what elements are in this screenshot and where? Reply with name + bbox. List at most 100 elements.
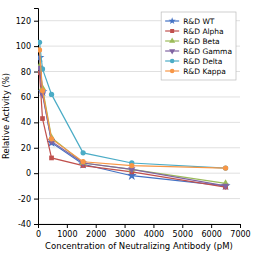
tick-label: 40 [21, 118, 31, 127]
series-line [40, 42, 226, 168]
tick-label: 0 [26, 169, 31, 178]
grid-line [38, 147, 240, 148]
tick: -20 [18, 195, 38, 204]
tick: 60 [21, 93, 38, 102]
point [49, 92, 54, 97]
tick-mark [34, 224, 38, 225]
tick: 7000 [230, 224, 250, 239]
x-axis: 0 1000 2000 3000 4000 5000 6000 7000 [36, 224, 251, 239]
chart: 0 1000 2000 3000 4000 5000 6000 7000 -40 -20 0 20 40… [0, 0, 254, 254]
legend-symbol [170, 59, 175, 64]
tick-mark [96, 224, 97, 228]
legend-item: R&D Kappa [165, 67, 226, 76]
grid [38, 21, 240, 224]
point [129, 163, 134, 168]
legend-label: R&D Gamma [183, 47, 232, 56]
tick-label: 1000 [57, 230, 77, 239]
marks [38, 40, 230, 190]
tick: 100 [16, 42, 38, 51]
point [223, 165, 228, 170]
tick: 6000 [201, 224, 221, 239]
legend-item: R&D WT [165, 17, 215, 26]
tick: 0 [26, 169, 38, 178]
tick-mark [125, 224, 126, 228]
tick-label: 3000 [115, 230, 135, 239]
tick-label: 6000 [201, 230, 221, 239]
legend-item: R&D Beta [165, 37, 220, 46]
legend-symbol [169, 49, 175, 54]
series-line [40, 50, 226, 168]
series-line [40, 68, 226, 186]
tick-label: 2000 [86, 230, 106, 239]
tick-mark [34, 72, 38, 73]
tick-label: 7000 [230, 230, 250, 239]
tick: 20 [21, 144, 38, 153]
tick: 80 [21, 68, 38, 77]
point [80, 159, 85, 164]
tick-label: -40 [18, 220, 31, 229]
legend-item: R&D Gamma [165, 47, 232, 56]
tick-mark [34, 173, 38, 174]
tick-mark [240, 224, 241, 228]
point [128, 167, 135, 173]
legend-symbol [170, 29, 174, 33]
axis-line [34, 9, 39, 225]
axis-line [39, 225, 241, 229]
tick-mark [153, 224, 154, 228]
plot: 0 1000 2000 3000 4000 5000 6000 7000 -40 -20 0 20 40… [16, 9, 251, 239]
tick-mark [34, 122, 38, 123]
legend-symbol [170, 69, 175, 74]
grid-line [38, 96, 240, 97]
legend-label: R&D Beta [183, 37, 220, 46]
tick-mark [34, 46, 38, 47]
tick: 0 [36, 224, 41, 239]
tick: 3000 [115, 224, 135, 239]
legend-label: R&D Delta [183, 57, 222, 66]
legend-item: R&D Alpha [165, 27, 224, 36]
grid-line [38, 122, 240, 123]
tick-label: -20 [18, 195, 31, 204]
tick-mark [34, 97, 38, 98]
y-axis: -40 -20 0 20 40 60 80 100 120 [16, 9, 39, 230]
x-axis-title: Concentration of Neutralizing Antibody (… [45, 241, 233, 251]
tick: 120 [16, 17, 38, 26]
point [49, 156, 54, 161]
point [223, 165, 228, 170]
legend-label: R&D Kappa [183, 67, 226, 76]
legend-symbol [169, 17, 176, 24]
tick: 1000 [57, 224, 77, 239]
tick-label: 120 [16, 17, 31, 26]
grid-line [38, 198, 240, 199]
series-line [40, 73, 226, 187]
tick-label: 100 [16, 42, 31, 51]
legend-symbol [169, 37, 175, 42]
point [80, 150, 85, 155]
tick-label: 20 [21, 144, 31, 153]
legend-label: R&D Alpha [183, 27, 224, 36]
tick-label: 0 [36, 230, 41, 239]
point [38, 40, 42, 45]
tick: 40 [21, 118, 38, 127]
legend-frame [161, 12, 236, 80]
tick: -40 [18, 220, 38, 229]
point [222, 184, 229, 190]
tick-mark [34, 148, 38, 149]
legend: R&D WTR&D AlphaR&D BetaR&D GammaR&D Delt… [161, 12, 236, 80]
legend-item: R&D Delta [165, 57, 222, 66]
tick-mark [67, 224, 68, 228]
tick: 4000 [144, 224, 164, 239]
point [40, 88, 45, 93]
tick-mark [34, 21, 38, 22]
point [49, 136, 54, 141]
tick-mark [182, 224, 183, 228]
tick: 5000 [173, 224, 193, 239]
tick-label: 80 [21, 68, 31, 77]
tick-mark [34, 199, 38, 200]
tick-mark [211, 224, 212, 228]
point [40, 116, 45, 121]
tick-label: 60 [21, 93, 31, 102]
legend-label: R&D WT [183, 17, 215, 26]
tick: 2000 [86, 224, 106, 239]
point [38, 47, 42, 52]
y-axis-title: Relative Activity (%) [1, 73, 11, 159]
